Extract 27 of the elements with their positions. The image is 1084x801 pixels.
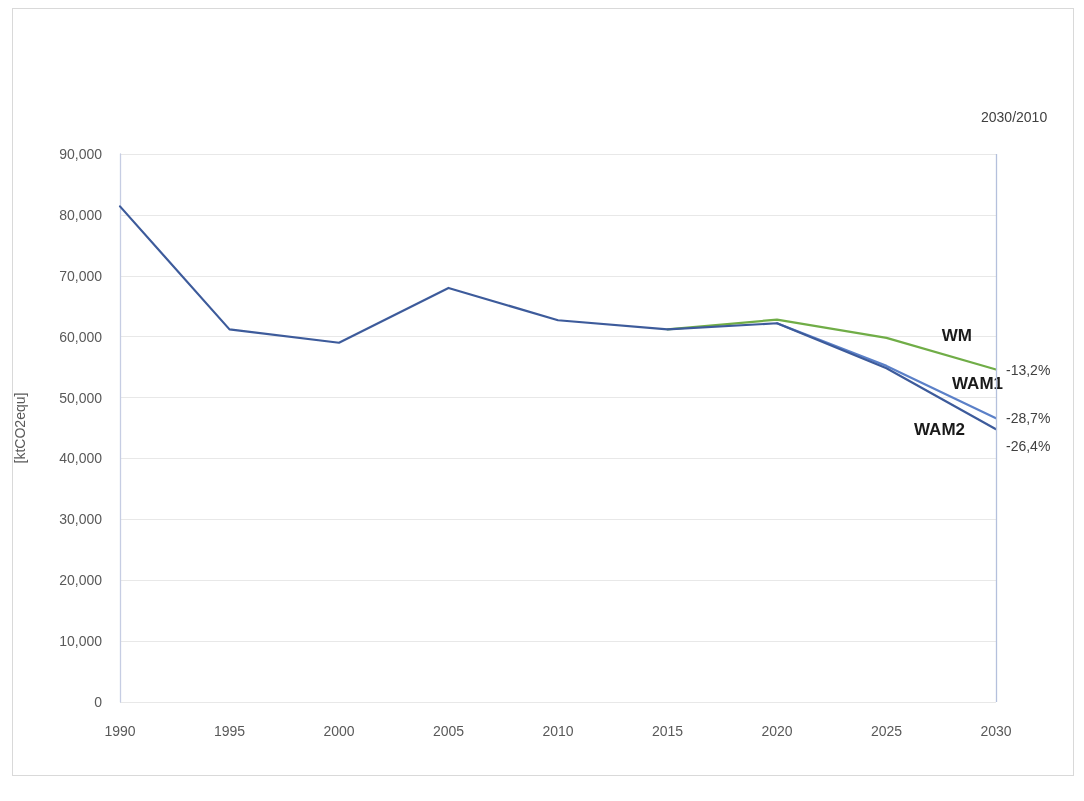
text: -26,4% (1006, 438, 1051, 455)
x-tick-label: 2020 (761, 723, 793, 739)
x-tick-label: 2000 (323, 723, 355, 739)
y-tick-label: 20,000 (59, 572, 103, 589)
x-tick-label: 1990 (104, 723, 136, 739)
y-tick-label: 10,000 (59, 633, 103, 650)
y-tick-label: 90,000 (59, 146, 103, 162)
series-label: WAM2 (914, 419, 965, 439)
x-tick-label: 2005 (432, 723, 465, 739)
y-tick-label: 50,000 (59, 389, 103, 406)
text: -13,2% (1006, 361, 1051, 378)
y-tick-label: 0 (94, 694, 103, 710)
x-tick-label: 1995 (213, 723, 246, 739)
x-tick-label: 2025 (870, 723, 903, 739)
x-tick-label: 2010 (542, 723, 574, 739)
y-tick-label: 40,000 (59, 450, 103, 467)
x-tick-label: 2030 (980, 723, 1012, 739)
y-tick-label: 80,000 (59, 206, 103, 223)
x-tick-label: 2015 (651, 723, 684, 739)
text: -28,7% (1006, 410, 1051, 427)
y-tick-label: 60,000 (59, 328, 103, 345)
text: 2030/2010 (981, 109, 1048, 125)
y-axis-title: [ktCO2equ] (12, 392, 28, 464)
y-tick-label: 30,000 (59, 511, 103, 528)
y-tick-label: 70,000 (59, 267, 103, 284)
series-label: WAM1 (952, 373, 1003, 393)
series-label: WM (941, 326, 972, 346)
